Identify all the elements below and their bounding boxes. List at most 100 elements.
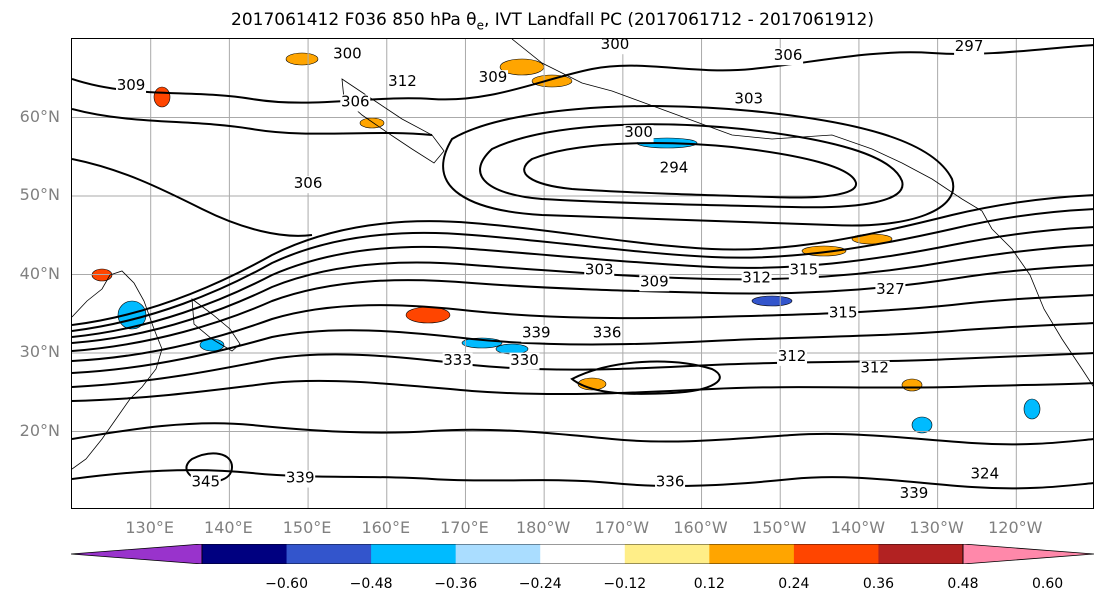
contour-label-background — [387, 74, 418, 92]
contour-label: 330 — [510, 351, 539, 369]
contour-label-background — [340, 94, 371, 112]
contour-label: 324 — [971, 465, 1000, 483]
longitude-label: 170°E — [440, 518, 489, 537]
contour-label-background — [332, 46, 363, 64]
contour-label: 339 — [900, 484, 929, 502]
colorbar-tick-label: 0.60 — [1031, 576, 1064, 592]
contour-label-background — [599, 39, 630, 55]
colorbar-tick-label: −0.12 — [603, 576, 647, 592]
map-title: 2017061412 F036 850 hPa θe, IVT Landfall… — [231, 10, 874, 33]
shaded-anomaly — [1023, 398, 1041, 420]
contour-label: 315 — [829, 304, 858, 322]
map-canvas: 300 306 312 309 309 300 306 303 300 294 306 303 309 3… — [72, 39, 1093, 508]
contour-label-layer: 300 306 312 309 309 300 306 303 300 294 306 303 309 3… — [116, 39, 1000, 504]
colorbar-outline — [201, 544, 964, 564]
shaded-anomaly — [285, 52, 319, 66]
contour-label-background — [623, 125, 654, 143]
contour-label-background — [293, 176, 324, 194]
longitude-label: 160°W — [673, 518, 728, 537]
contour-label: 312 — [778, 347, 807, 365]
shaded-anomaly — [405, 306, 451, 324]
contour-label-background — [777, 348, 808, 366]
shaded-anomaly — [153, 86, 171, 108]
contour-line — [72, 264, 1093, 352]
contour-label-background — [655, 474, 686, 492]
contour-label: 303 — [734, 89, 763, 107]
colorbar-segment — [878, 544, 964, 564]
contour-label: 309 — [117, 76, 146, 94]
contour-label: 306 — [341, 93, 370, 111]
longitude-label: 150°E — [282, 518, 332, 537]
contour-loop — [442, 105, 955, 227]
contour-label: 315 — [790, 261, 819, 279]
colorbar-segment — [709, 544, 795, 564]
contour-label-background — [741, 270, 772, 288]
contour-label: 297 — [955, 39, 984, 55]
colorbar-segment — [202, 544, 288, 564]
colorbar-segment — [286, 544, 372, 564]
colorbar-tick-label: 0.12 — [693, 576, 725, 592]
contour-line — [72, 208, 1093, 332]
contour-line — [72, 352, 1093, 388]
contour-label: 309 — [640, 272, 669, 290]
contour-label-background — [954, 39, 985, 56]
contour-label-background — [828, 305, 859, 323]
longitude-label: 130°E — [125, 518, 175, 537]
colorbar-tick-label: −0.60 — [265, 576, 308, 592]
shaded-anomaly — [531, 74, 573, 88]
colorbar-tick-label: 0.36 — [862, 576, 895, 592]
contour-line — [72, 158, 313, 237]
contour-label: 336 — [656, 472, 685, 490]
latitude-label: 40°N — [19, 263, 60, 283]
contour-label-background — [899, 486, 930, 504]
colorbar-segment — [624, 544, 710, 564]
contour-label-background — [773, 48, 804, 66]
contour-line — [72, 294, 1093, 362]
colorbar-tick-label: 0.48 — [947, 576, 979, 592]
contour-label-background — [969, 466, 1000, 484]
contour-label: 303 — [585, 261, 614, 279]
longitude-label: 140°E — [204, 518, 253, 537]
contour-line — [72, 108, 433, 136]
contour-label: 300 — [333, 45, 362, 63]
contour-label: 327 — [876, 280, 905, 298]
shaded-anomaly — [901, 378, 923, 392]
contour-label-background — [509, 352, 540, 370]
contour-label: 339 — [522, 323, 551, 341]
colorbar — [71, 544, 1094, 564]
colorbar-tick-label: −0.36 — [434, 576, 478, 592]
latitude-label: 30°N — [19, 342, 60, 361]
contour-line — [72, 422, 1093, 446]
colorbar-segment — [371, 544, 457, 564]
contour-label: 339 — [286, 469, 315, 487]
contour-label: 333 — [443, 351, 472, 369]
coastlines — [72, 39, 1093, 470]
longitude-label: 170°W — [594, 518, 650, 537]
contour-label-background — [875, 282, 906, 300]
longitude-label: 130°W — [909, 518, 964, 537]
colorbar-tick-label: 0.24 — [778, 576, 810, 592]
contour-label-background — [592, 325, 623, 343]
longitude-label: 120°W — [988, 518, 1043, 537]
contour-label-background — [478, 70, 509, 88]
contour-label: 312 — [742, 268, 771, 286]
contour-label-background — [521, 325, 552, 343]
longitude-label: 180°W — [515, 518, 571, 537]
shaded-anomaly — [911, 416, 933, 434]
longitude-label: 150°W — [752, 518, 807, 537]
contour-label: 300 — [601, 39, 630, 53]
contour-label-background — [442, 352, 473, 370]
map-panel: 300 306 312 309 309 300 306 303 300 294 306 303 309 3… — [71, 38, 1094, 509]
shading-layer — [91, 52, 1041, 434]
shaded-anomaly — [359, 117, 385, 129]
contour-label-background — [733, 91, 764, 109]
contour-label-background — [584, 262, 615, 280]
coastline-north-america — [991, 228, 1093, 387]
contour-loop — [523, 142, 857, 199]
longitude-label: 140°W — [830, 518, 886, 537]
latitude-label: 50°N — [19, 185, 60, 204]
shaded-anomaly — [751, 295, 793, 307]
contour-label: 312 — [860, 359, 889, 377]
contour-label: 309 — [479, 68, 508, 86]
contour-line — [72, 226, 1093, 338]
